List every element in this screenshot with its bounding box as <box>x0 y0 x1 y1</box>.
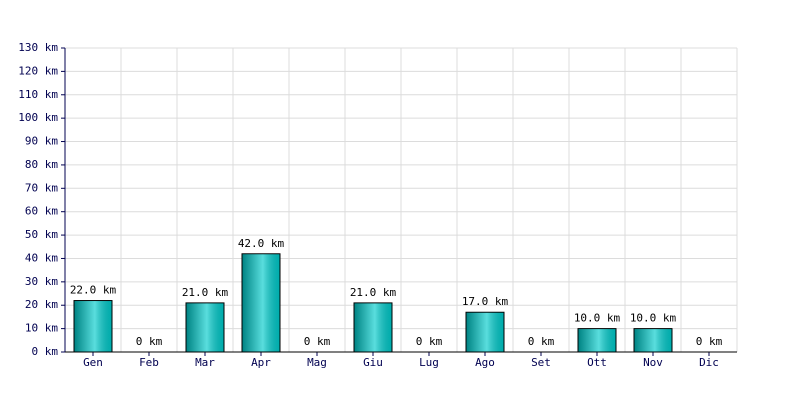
y-tick-label: 10 km <box>25 322 58 335</box>
y-tick-label: 120 km <box>18 64 58 77</box>
y-tick-label: 80 km <box>25 158 58 171</box>
value-label: 0 km <box>416 335 443 348</box>
y-tick-label: 0 km <box>32 345 59 358</box>
x-tick-label: Gen <box>83 356 103 369</box>
value-label: 21.0 km <box>182 286 229 299</box>
bar-shade <box>186 303 224 352</box>
x-tick-label: Mar <box>195 356 215 369</box>
y-tick-label: 30 km <box>25 275 58 288</box>
x-tick-label: Apr <box>251 356 271 369</box>
x-tick-label: Lug <box>419 356 439 369</box>
x-tick-label: Mag <box>307 356 327 369</box>
y-tick-label: 110 km <box>18 88 58 101</box>
y-tick-label: 90 km <box>25 135 58 148</box>
y-tick-label: 70 km <box>25 181 58 194</box>
x-tick-label: Ago <box>475 356 495 369</box>
value-label: 21.0 km <box>350 286 397 299</box>
x-tick-label: Set <box>531 356 551 369</box>
bar-shade <box>242 254 280 352</box>
value-label: 10.0 km <box>630 312 677 325</box>
value-label: 0 km <box>136 335 163 348</box>
x-tick-label: Nov <box>643 356 663 369</box>
value-label: 22.0 km <box>70 284 117 297</box>
value-label: 42.0 km <box>238 237 285 250</box>
bar-shade <box>578 329 616 352</box>
bar-shade <box>74 301 112 352</box>
y-tick-label: 60 km <box>25 205 58 218</box>
x-tick-label: Ott <box>587 356 607 369</box>
bar-shade <box>466 312 504 352</box>
value-label: 0 km <box>528 335 555 348</box>
bar-shade <box>634 329 672 352</box>
y-tick-label: 50 km <box>25 228 58 241</box>
y-tick-label: 20 km <box>25 298 58 311</box>
x-tick-label: Feb <box>139 356 159 369</box>
value-label: 0 km <box>304 335 331 348</box>
y-tick-label: 130 km <box>18 41 58 54</box>
value-label: 0 km <box>696 335 723 348</box>
x-tick-label: Giu <box>363 356 383 369</box>
y-tick-label: 40 km <box>25 251 58 264</box>
x-tick-label: Dic <box>699 356 719 369</box>
bar-shade <box>354 303 392 352</box>
value-label: 17.0 km <box>462 295 509 308</box>
y-tick-label: 100 km <box>18 111 58 124</box>
value-label: 10.0 km <box>574 312 621 325</box>
